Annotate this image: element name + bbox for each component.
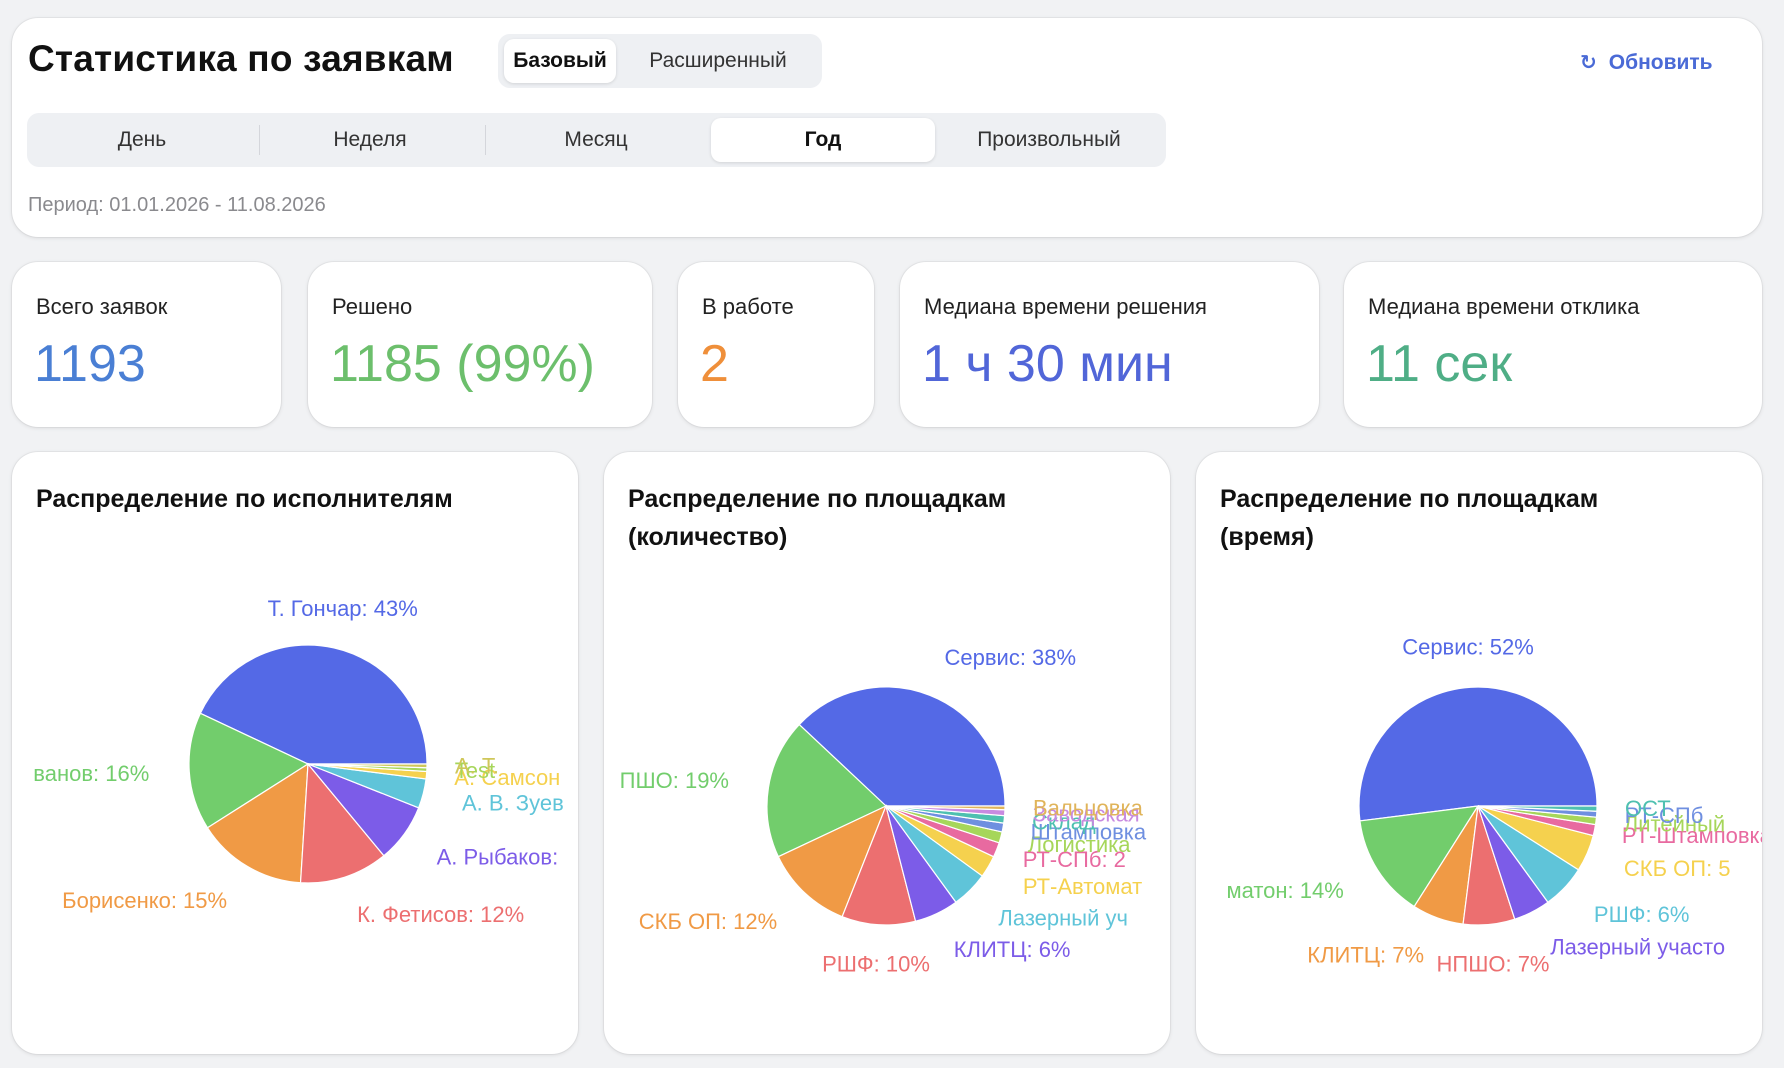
stat-value: 1193 [34, 335, 146, 393]
pie-slice-label: РТ-Автомат [1023, 874, 1142, 899]
stat-card-median-response: Медиана времени отклика 11 сек [1344, 262, 1762, 427]
mode-basic-button[interactable]: Базовый [504, 39, 616, 83]
pie-slice[interactable] [766, 723, 888, 858]
tab-month[interactable]: Месяц [564, 128, 628, 151]
pie-slice-label: Штамповка [1031, 820, 1147, 845]
pie-chart-executors: Т. Гончар: 43% ванов: 16% Борисенко: 15% К.… [33, 596, 564, 927]
pie-slice-label: А. Т. [455, 753, 499, 778]
pie-chart-sites-time: Сервис: 52% матон: 14% КЛИТЦ: 7% НПШО: 7%Ла… [1226, 634, 1762, 976]
pie-slice-label: Заводская [1033, 801, 1140, 826]
tab-custom[interactable]: Произвольный [977, 128, 1121, 151]
pie-slice[interactable] [299, 762, 385, 884]
pie-slice-label: РТ-СПб [1625, 803, 1704, 828]
pie-slice-label: СКБ ОП: 12% [639, 909, 777, 934]
pie-slice[interactable] [1359, 805, 1480, 908]
pie-slice-label: Сервис: 38% [945, 645, 1077, 670]
pie-slice-label: РТ-Штамповка [1622, 823, 1762, 848]
refresh-button[interactable]: ↻ Обновить [1580, 48, 1713, 78]
pie-slice-label: Склад [1032, 810, 1096, 835]
pie-slice-label: Сервис: 52% [1402, 634, 1534, 659]
pie-slice-label: СКБ ОП: 5 [1624, 856, 1731, 881]
stat-card-in-progress: В работе 2 [678, 262, 874, 427]
pie-slice[interactable] [885, 805, 1006, 811]
pie-slice[interactable] [841, 804, 917, 926]
refresh-icon: ↻ [1580, 52, 1597, 74]
pie-slice-label: ОСТ [1625, 796, 1671, 821]
stat-label: Всего заявок [36, 294, 168, 319]
pie-slice-label: Лазерный участо [1550, 935, 1725, 960]
pie-slice-label: РШФ: 6% [1594, 902, 1690, 927]
pie-slice-label: матон: 14% [1226, 878, 1343, 903]
stat-card-median-resolution: Медиана времени решения 1 ч 30 мин [900, 262, 1319, 427]
stat-value: 2 [700, 335, 729, 393]
pie-slice[interactable] [307, 763, 428, 769]
pie-slice[interactable] [777, 804, 888, 918]
pie-slice-label: К. Фетисов: 12% [357, 902, 524, 927]
period-range: Период: 01.01.2026 - 11.08.2026 [28, 194, 326, 216]
pie-slice-label: ПШО: 19% [620, 768, 729, 793]
pie-slice-label: РТ-СПб: 2 [1023, 847, 1126, 872]
pie-slice-label: А. В. Зуев [462, 791, 564, 816]
pie-slice[interactable] [188, 712, 310, 829]
period-tabs: День Неделя Месяц Год Произвольный [27, 113, 1166, 167]
pie-slice-label: ванов: 16% [33, 761, 149, 786]
pie-slice-label: Т. Гончар: 43% [268, 596, 418, 621]
chart-card-sites-time: Распределение по площадкам (время) Серви… [1196, 452, 1762, 1054]
chart-title: Распределение по площадкам (время) [1220, 485, 1599, 551]
pie-chart-sites-count: Сервис: 38% ПШО: 19% СКБ ОП: 12% РШФ: 10% КЛ… [620, 645, 1147, 977]
pie-slice-label: Логистика [1028, 832, 1131, 857]
pie-slice[interactable] [206, 762, 309, 884]
mode-advanced-button[interactable]: Расширенный [649, 49, 787, 72]
stat-value: 1 ч 30 мин [922, 335, 1173, 393]
chart-card-sites-count: Распределение по площадкам (количество) … [604, 452, 1170, 1054]
stat-label: Решено [332, 294, 413, 319]
stat-value: 11 сек [1366, 335, 1513, 393]
stat-value: 1185 (99%) [330, 335, 595, 393]
pie-slice-label: Лазерный уч [998, 905, 1128, 930]
pie-slice-label: Литейный [1624, 811, 1725, 836]
pie-slice-label: КЛИТЦ: 7% [1307, 943, 1424, 968]
mode-switch: Базовый Расширенный [498, 34, 822, 88]
stat-label: Медиана времени отклика [1368, 294, 1640, 319]
pie-slice-label: НПШО: 7% [1437, 951, 1550, 976]
page-title: Статистика по заявкам [28, 38, 454, 79]
pie-slice-label: Борисенко: 15% [62, 888, 227, 913]
header-card: Статистика по заявкам Базовый Расширенны… [12, 18, 1762, 237]
pie-slice-label: А. Самсон [454, 765, 560, 790]
tab-divider [259, 125, 260, 155]
refresh-label: Обновить [1608, 51, 1713, 74]
pie-slice[interactable] [1477, 805, 1598, 812]
pie-slice-label: Вальцовка [1033, 795, 1144, 820]
stat-card-resolved: Решено 1185 (99%) [308, 262, 652, 427]
chart-title: Распределение по площадкам (количество) [628, 485, 1007, 551]
pie-slice[interactable] [1358, 686, 1598, 822]
pie-slice-label: РШФ: 10% [822, 952, 930, 977]
pie-slice[interactable] [199, 644, 428, 765]
pie-slice[interactable] [798, 686, 1006, 807]
chart-title: Распределение по исполнителям [36, 485, 453, 513]
chart-card-executors: Распределение по исполнителям Т. Гончар:… [12, 452, 578, 1054]
stat-label: В работе [702, 294, 794, 319]
tab-day[interactable]: День [117, 128, 167, 151]
pie-slice-label: Test [455, 758, 495, 783]
tab-divider [485, 125, 486, 155]
stat-label: Медиана времени решения [924, 294, 1207, 319]
tab-year[interactable]: Год [711, 118, 935, 162]
stat-card-total: Всего заявок 1193 [12, 262, 281, 427]
tab-week[interactable]: Неделя [333, 128, 407, 151]
pie-slice-label: КЛИТЦ: 6% [954, 937, 1071, 962]
pie-slice-label: А. Рыбаков: [437, 845, 559, 870]
